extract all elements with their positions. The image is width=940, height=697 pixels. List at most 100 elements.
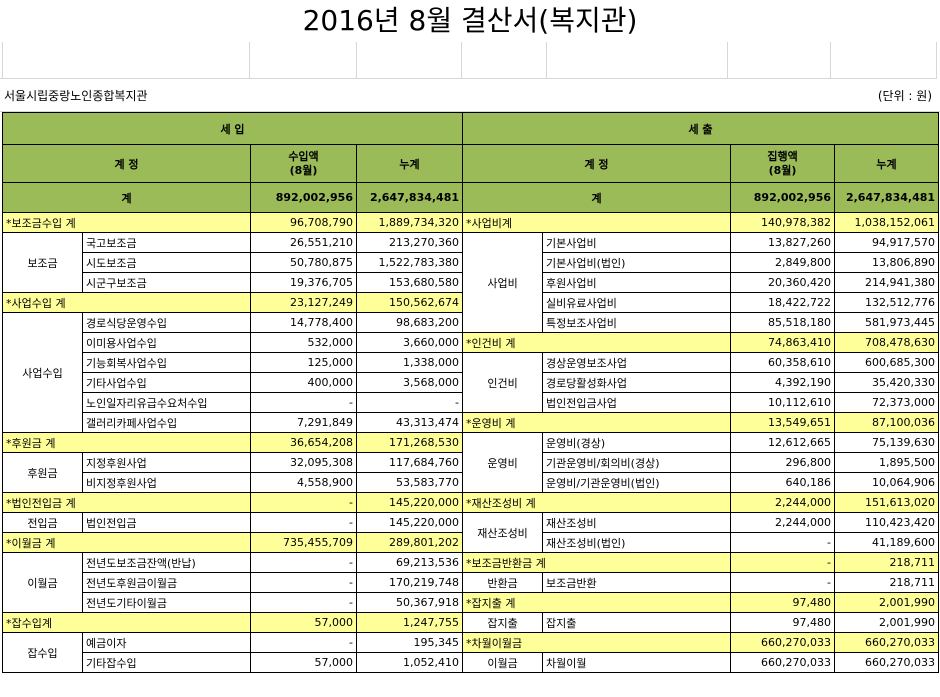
table-row: 갤러리카페사업수입 7,291,849 43,313,474 *운영비 계 13,549… <box>3 412 940 433</box>
income-item-cumulative: 53,583,770 <box>355 472 464 493</box>
table-row: 후원금 지정후원사업 32,095,308 117,684,760 기관운영비/회의비(… <box>2 452 940 493</box>
expense-sum-label: *차월이월금 <box>462 632 732 653</box>
expense-item-cumulative: 218,711 <box>834 572 940 593</box>
income-item-month: - <box>250 512 357 533</box>
expense-item-month: 2,244,000 <box>730 512 836 533</box>
expense-item-label: 기본사업비(법인) <box>542 252 732 273</box>
expense-cumulative-header: 누계 <box>834 144 940 183</box>
income-item-month: 532,000 <box>250 332 357 353</box>
income-item-cumulative: 170,219,748 <box>355 572 464 593</box>
expense-item-month: 10,112,610 <box>730 392 836 413</box>
expense-item-month: 296,800 <box>730 452 836 473</box>
expense-item-month: 640,186 <box>730 472 836 493</box>
expense-sum-cumulative: 87,100,036 <box>834 412 940 433</box>
expense-sum-month: 74,863,410 <box>730 332 836 353</box>
income-item-cumulative: - <box>355 392 464 413</box>
expense-item-cumulative: 75,139,630 <box>834 432 940 453</box>
expense-sum-month: 13,549,651 <box>730 412 836 433</box>
table-row: 노인일자리유급수요처수입 - - 법인전입금사업 10,112,610 72,373,00… <box>3 392 940 413</box>
expense-group-label: 반환금 <box>462 572 544 593</box>
income-amount-header: 수입액 (8월) <box>250 144 357 183</box>
expense-item-cumulative: 600,685,300 <box>834 352 940 373</box>
income-item-label: 노인일자리유급수요처수입 <box>82 392 251 413</box>
income-item-label: 기타사업수입 <box>82 372 251 393</box>
expense-item-month: 97,480 <box>730 612 836 633</box>
income-sum-month: - <box>250 492 357 513</box>
income-item-label: 전년도기타이월금 <box>82 592 251 613</box>
empty-grid-row <box>0 42 940 79</box>
expense-sum-cumulative: 151,613,020 <box>834 492 940 513</box>
expense-total-label: 계 <box>462 182 732 213</box>
income-item-month: 50,780,875 <box>250 252 357 273</box>
income-item-label: 법인전입금 <box>82 512 251 533</box>
expense-group-label: 잡지출 <box>462 612 544 633</box>
income-group-label: 보조금 <box>2 232 83 293</box>
income-item-cumulative: 1,052,410 <box>355 652 464 673</box>
expense-item-cumulative: 2,001,990 <box>834 612 940 633</box>
expense-item-label: 경로당활성화사업 <box>542 372 732 393</box>
income-item-cumulative: 1,338,000 <box>355 352 464 373</box>
income-item-cumulative: 117,684,760 <box>355 452 464 473</box>
income-item-month: 7,291,849 <box>250 412 357 433</box>
expense-item-month: 20,360,420 <box>730 272 836 293</box>
expense-item-month: 660,270,033 <box>730 652 836 673</box>
expense-item-month: 12,612,665 <box>730 432 836 453</box>
income-sum-month: 23,127,249 <box>250 292 357 313</box>
income-item-label: 시군구보조금 <box>82 272 251 293</box>
expense-sum-month: 660,270,033 <box>730 632 836 653</box>
income-item-month: 32,095,308 <box>250 452 357 473</box>
income-item-month: 14,778,400 <box>250 312 357 333</box>
table-row: 잡수입 예금이자 -195,345 *차월이월금 660,270,033 660,270,… <box>2 632 940 673</box>
expense-sum-label: *사업비계 <box>462 212 732 233</box>
income-group-label: 잡수입 <box>2 632 83 673</box>
income-item-label: 예금이자 <box>82 632 251 653</box>
expense-group-label: 사업비 <box>462 232 544 333</box>
income-sum-label: *보조금수입 계 <box>2 212 251 233</box>
income-item-label: 국고보조금 <box>82 232 251 253</box>
expense-item-month: 4,392,190 <box>730 372 836 393</box>
expense-group-label: 운영비 <box>462 432 544 493</box>
table-row: 이월금 전년도보조금잔액(반납) -69,213,536 *보조금반환금 계 -218,… <box>2 552 940 613</box>
income-item-cumulative: 195,345 <box>355 632 464 653</box>
income-item-month: - <box>250 592 357 613</box>
expense-item-cumulative: 94,917,570 <box>834 232 940 253</box>
expense-sum-month: 140,978,382 <box>730 212 836 233</box>
expense-item-cumulative: 132,512,776 <box>834 292 940 313</box>
expense-item-label: 경상운영보조사업 <box>542 352 732 373</box>
income-item-cumulative: 145,220,000 <box>355 512 464 533</box>
income-item-label: 기능회복사업수입 <box>82 352 251 373</box>
expense-sum-cumulative: 660,270,033 <box>834 632 940 653</box>
income-item-month: - <box>250 552 357 573</box>
expense-item-month: - <box>730 572 836 593</box>
income-sum-cumulative: 150,562,674 <box>355 292 464 313</box>
income-sum-cumulative: 145,220,000 <box>355 492 464 513</box>
expense-sum-cumulative: 1,038,152,061 <box>834 212 940 233</box>
expense-item-cumulative: 13,806,890 <box>834 252 940 273</box>
income-sum-label: *잡수입계 <box>2 612 251 633</box>
expense-item-label: 실비유료사업비 <box>542 292 732 313</box>
expense-item-cumulative: 1,895,500 <box>834 452 940 473</box>
org-row: 서울시립중랑노인종합복지관 (단위 : 원) <box>0 80 940 112</box>
income-item-label: 전년도보조금잔액(반납) <box>82 552 251 573</box>
table-row: 기타잡수입 57,000 1,052,410 이월금 차월이월 660,270,033 66… <box>3 652 940 673</box>
income-item-label: 이미용사업수입 <box>82 332 251 353</box>
expense-item-label: 재산조성비(법인) <box>542 532 732 553</box>
income-sum-cumulative: 171,268,530 <box>355 432 464 453</box>
income-sum-label: *사업수입 계 <box>2 292 251 313</box>
income-item-month: 19,376,705 <box>250 272 357 293</box>
expense-amount-header: 집행액 (8월) <box>730 144 836 183</box>
table-row: *이월금 계 735,455,709 289,801,202 재산조성비(법인) -41… <box>2 532 940 553</box>
expense-sum-month: 97,480 <box>730 592 836 613</box>
expense-item-label: 운영비/기관운영비(법인) <box>542 472 732 493</box>
expense-item-cumulative: 581,973,445 <box>834 312 940 333</box>
unit-label: (단위 : 원) <box>877 89 932 103</box>
expense-sum-month: - <box>730 552 836 573</box>
expense-sum-label: *재산조성비 계 <box>462 492 732 513</box>
expense-item-label: 잡지출 <box>542 612 732 633</box>
income-sum-cumulative: 1,889,734,320 <box>355 212 464 233</box>
expense-sum-cumulative: 2,001,990 <box>834 592 940 613</box>
income-item-cumulative: 3,568,000 <box>355 372 464 393</box>
income-item-label: 비지정후원사업 <box>82 472 251 493</box>
income-item-label: 갤러리카페사업수입 <box>82 412 251 433</box>
expense-item-cumulative: 41,189,600 <box>834 532 940 553</box>
